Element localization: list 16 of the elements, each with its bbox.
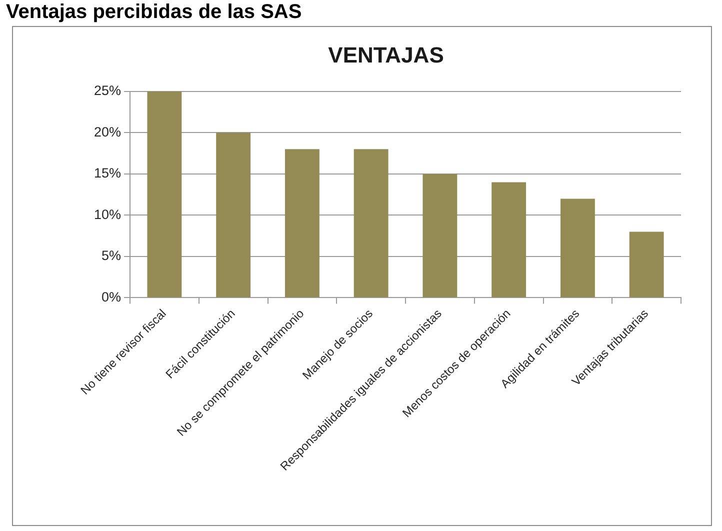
bar xyxy=(492,182,526,298)
y-tick-label: 20% xyxy=(94,124,122,140)
bar xyxy=(147,91,182,298)
y-tick-label: 15% xyxy=(94,166,122,181)
y-tick-label: 5% xyxy=(102,248,122,264)
bar xyxy=(354,149,388,298)
y-tick-label: 10% xyxy=(94,206,122,222)
y-tick-label: 25% xyxy=(94,83,122,98)
chart-subtitle: VENTAJAS xyxy=(328,42,444,68)
bar xyxy=(629,232,664,298)
bar xyxy=(284,149,320,298)
bar xyxy=(560,198,595,298)
y-tick-label: 0% xyxy=(102,289,122,304)
bar xyxy=(422,174,458,298)
chart-title: Ventajas percibidas de las SAS xyxy=(6,0,302,24)
bar xyxy=(216,132,251,298)
